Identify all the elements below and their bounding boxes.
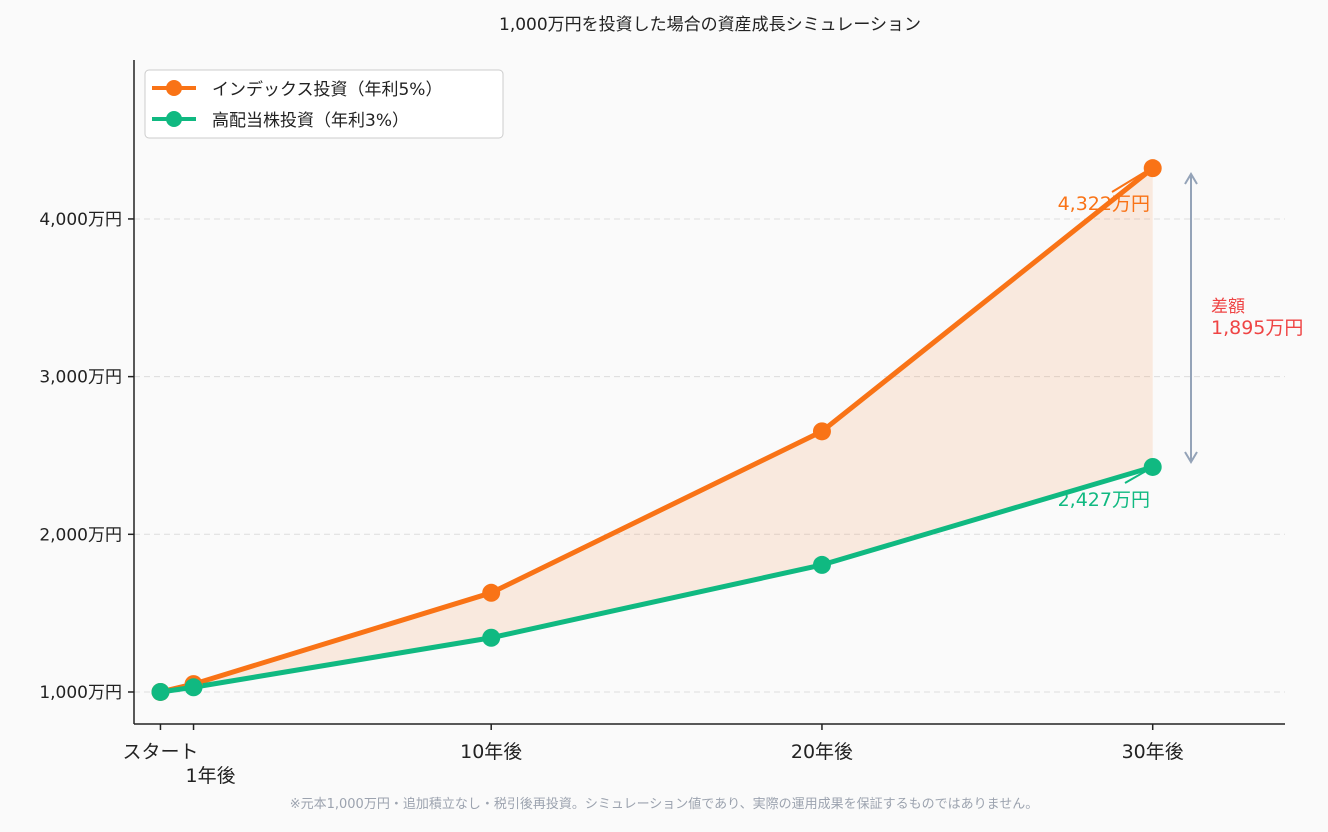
legend-marker-index: [166, 80, 182, 96]
legend: インデックス投資（年利5%） 高配当株投資（年利3%）: [144, 69, 504, 139]
legend-label-index: インデックス投資（年利5%）: [212, 79, 442, 100]
data-point-dividend: [1143, 457, 1162, 476]
data-point-dividend: [812, 555, 831, 574]
chart-title: 1,000万円を投資した場合の資産成長シミュレーション: [499, 15, 921, 35]
difference-label: 差額: [1211, 297, 1245, 317]
y-tick-label: 3,000万円: [39, 368, 122, 388]
index-end-label: 4,322万円: [1058, 193, 1150, 215]
index-end-arrow: [1111, 171, 1146, 193]
x-tick-label: 20年後: [791, 741, 853, 763]
footnote: ※元本1,000万円・追加積立なし・税引後再投資。シミュレーション値であり、実際…: [290, 796, 1039, 812]
dividend-end-arrow: [1124, 470, 1147, 484]
x-tick-label: 1年後: [186, 765, 236, 787]
difference-value: 1,895万円: [1211, 317, 1303, 339]
data-point-index: [812, 422, 831, 441]
y-tick-label: 4,000万円: [39, 210, 122, 230]
data-point-dividend: [151, 682, 170, 701]
y-tick-label: 1,000万円: [39, 683, 122, 703]
difference-arrow-head-bottom: [1184, 451, 1198, 464]
legend-label-dividend: 高配当株投資（年利3%）: [212, 111, 409, 131]
difference-arrow-head-top: [1184, 172, 1198, 185]
difference-fill: [160, 168, 1153, 692]
dividend-end-label: 2,427万円: [1058, 489, 1150, 511]
data-point-dividend: [482, 628, 501, 647]
y-tick-label: 2,000万円: [39, 525, 122, 545]
x-tick-label: 30年後: [1122, 741, 1184, 763]
legend-marker-dividend: [166, 111, 182, 127]
data-point-dividend: [184, 678, 203, 697]
data-point-index: [1143, 159, 1162, 178]
data-point-index: [482, 583, 501, 602]
x-tick-label: スタート: [122, 741, 198, 763]
x-tick-label: 10年後: [460, 741, 522, 763]
